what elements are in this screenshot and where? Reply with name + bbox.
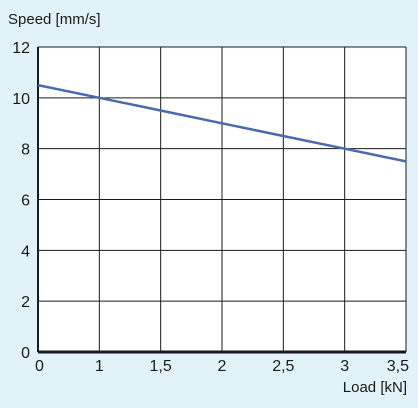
x-tick-label: 3,5: [387, 358, 409, 375]
series-layer: [37, 83, 407, 163]
x-tick-label: 2,5: [272, 358, 294, 375]
x-tick-label: 1: [95, 358, 104, 375]
tick-labels: 0 2 4 6 8 10 12 0 1 1,5 2 2,5 3 3,5: [12, 40, 409, 375]
x-axis-label: Load [kN]: [343, 379, 407, 396]
y-tick-label: 6: [21, 193, 30, 210]
x-tick-label: 3: [340, 358, 349, 375]
y-tick-label: 12: [12, 40, 30, 57]
y-tick-label: 10: [12, 91, 30, 108]
x-tick-label: 0: [35, 358, 44, 375]
axes: [37, 47, 406, 354]
y-tick-label: 2: [21, 294, 30, 311]
y-axis-label: Speed [mm/s]: [8, 11, 101, 28]
speed-series-line: [37, 83, 407, 163]
y-tick-label: 0: [21, 345, 30, 362]
y-tick-label: 8: [21, 142, 30, 159]
x-tick-label: 2: [218, 358, 227, 375]
y-tick-label: 4: [21, 243, 30, 260]
x-tick-label: 1,5: [150, 358, 172, 375]
